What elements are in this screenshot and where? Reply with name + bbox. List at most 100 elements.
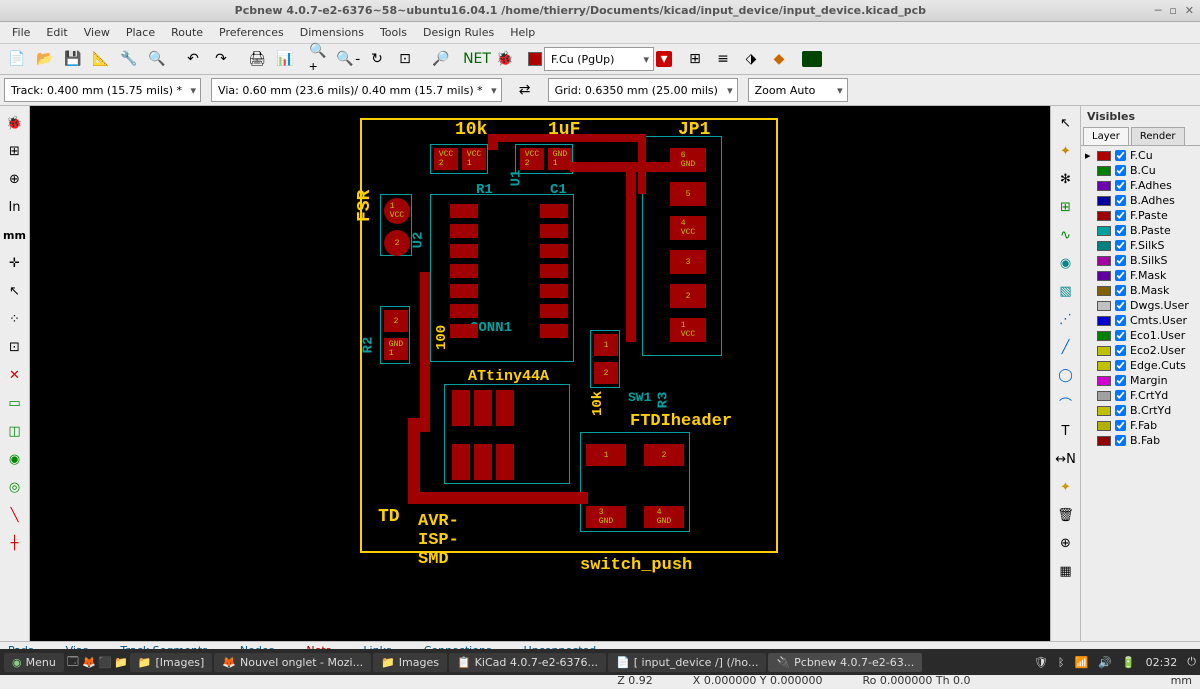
page-settings-icon[interactable]: 📐 bbox=[88, 46, 114, 72]
select-icon[interactable]: ↖ bbox=[2, 278, 28, 304]
layer-row[interactable]: B.SilkS bbox=[1081, 253, 1200, 268]
layer-row[interactable]: B.Adhes bbox=[1081, 193, 1200, 208]
layer-row[interactable]: Edge.Cuts bbox=[1081, 358, 1200, 373]
show-zone-outline-icon[interactable]: ◫ bbox=[2, 418, 28, 444]
layer-visibility-checkbox[interactable] bbox=[1115, 180, 1126, 191]
layer-row[interactable]: F.Paste bbox=[1081, 208, 1200, 223]
layer-color-swatch[interactable] bbox=[1097, 406, 1111, 416]
units-in-icon[interactable]: In bbox=[2, 194, 28, 220]
show-desktop-icon[interactable]: 🗔 bbox=[66, 655, 80, 669]
pad-fill-icon[interactable]: ◉ bbox=[2, 446, 28, 472]
menu-tools[interactable]: Tools bbox=[372, 24, 415, 41]
menu-route[interactable]: Route bbox=[163, 24, 211, 41]
start-menu-button[interactable]: ◉Menu bbox=[4, 653, 64, 672]
module-ratsnest-icon[interactable]: ⊡ bbox=[2, 334, 28, 360]
layer-row[interactable]: Cmts.User bbox=[1081, 313, 1200, 328]
place-target-icon[interactable]: ✦ bbox=[1053, 474, 1079, 500]
layer-row[interactable]: B.Fab bbox=[1081, 433, 1200, 448]
layer-color-swatch[interactable] bbox=[1097, 376, 1111, 386]
grid-origin-icon[interactable]: ▦ bbox=[1053, 558, 1079, 584]
layer-row[interactable]: Dwgs.User bbox=[1081, 298, 1200, 313]
tab-render[interactable]: Render bbox=[1131, 127, 1185, 145]
firefox-launcher-icon[interactable]: 🦊 bbox=[82, 655, 96, 669]
pcb-canvas[interactable]: 10k 1uF JP1 FSR 100 ATtiny44A 10k FTDIhe… bbox=[30, 106, 1050, 641]
mode-track-icon[interactable]: ≡ bbox=[710, 46, 736, 72]
layer-color-swatch[interactable] bbox=[1097, 211, 1111, 221]
plot-icon[interactable]: 📊 bbox=[272, 46, 298, 72]
undo-icon[interactable]: ↶ bbox=[180, 46, 206, 72]
layer-visibility-checkbox[interactable] bbox=[1115, 255, 1126, 266]
layer-color-swatch[interactable] bbox=[1097, 241, 1111, 251]
layer-color-swatch[interactable] bbox=[1097, 316, 1111, 326]
layer-visibility-checkbox[interactable] bbox=[1115, 345, 1126, 356]
layer-color-swatch[interactable] bbox=[1097, 421, 1111, 431]
layer-row[interactable]: B.Paste bbox=[1081, 223, 1200, 238]
add-zone-icon[interactable]: ▧ bbox=[1053, 278, 1079, 304]
user-icon[interactable]: ⏻ bbox=[1187, 655, 1196, 669]
via-size-dropdown[interactable]: Via: 0.60 mm (23.6 mils)/ 0.40 mm (15.7 … bbox=[211, 78, 502, 102]
volume-icon[interactable]: 🔊 bbox=[1098, 656, 1112, 669]
layer-visibility-checkbox[interactable] bbox=[1115, 270, 1126, 281]
menu-design-rules[interactable]: Design Rules bbox=[415, 24, 502, 41]
contrast-icon[interactable]: ┼ bbox=[2, 530, 28, 556]
layer-row[interactable]: F.Fab bbox=[1081, 418, 1200, 433]
delete-icon[interactable]: 🗑 bbox=[1053, 502, 1079, 528]
print-icon[interactable]: 🖨 bbox=[244, 46, 270, 72]
find-icon[interactable]: 🔎 bbox=[428, 46, 454, 72]
layer-row[interactable]: B.CrtYd bbox=[1081, 403, 1200, 418]
layer-row[interactable]: F.Adhes bbox=[1081, 178, 1200, 193]
layer-color-swatch[interactable] bbox=[1097, 346, 1111, 356]
taskbar-task[interactable]: 📋KiCad 4.0.7-e2-6376... bbox=[449, 653, 606, 672]
layer-color-swatch[interactable] bbox=[1097, 286, 1111, 296]
layer-color-swatch[interactable] bbox=[1097, 271, 1111, 281]
route-track-icon[interactable]: ∿ bbox=[1053, 222, 1079, 248]
drc-icon[interactable]: 🐞 bbox=[492, 46, 518, 72]
layer-color-swatch[interactable] bbox=[1097, 151, 1111, 161]
menu-file[interactable]: File bbox=[4, 24, 38, 41]
zoom-fit-icon[interactable]: ⊡ bbox=[392, 46, 418, 72]
layer-color-swatch[interactable] bbox=[1097, 166, 1111, 176]
cursor-shape-icon[interactable]: ✛ bbox=[2, 250, 28, 276]
zoom-redraw-icon[interactable]: ↻ bbox=[364, 46, 390, 72]
layer-row[interactable]: B.Mask bbox=[1081, 283, 1200, 298]
layer-visibility-checkbox[interactable] bbox=[1115, 405, 1126, 416]
freeroute-icon[interactable]: ◆ bbox=[766, 46, 792, 72]
layer-visibility-checkbox[interactable] bbox=[1115, 390, 1126, 401]
update-icon[interactable]: 🛡 bbox=[1034, 656, 1048, 669]
taskbar-task[interactable]: 📄[ input_device /] (/ho... bbox=[608, 653, 766, 672]
offset-icon[interactable]: ⊕ bbox=[1053, 530, 1079, 556]
layer-color-swatch[interactable] bbox=[1097, 196, 1111, 206]
add-via-icon[interactable]: ◉ bbox=[1053, 250, 1079, 276]
layer-visibility-checkbox[interactable] bbox=[1115, 150, 1126, 161]
zoom-out-icon[interactable]: 🔍- bbox=[336, 46, 362, 72]
scripting-icon[interactable] bbox=[802, 51, 822, 67]
bluetooth-icon[interactable]: ᛒ bbox=[1058, 656, 1065, 669]
layer-color-swatch[interactable] bbox=[1097, 256, 1111, 266]
auto-zone-icon[interactable]: ✕ bbox=[2, 362, 28, 388]
layer-visibility-checkbox[interactable] bbox=[1115, 240, 1126, 251]
grid-dropdown[interactable]: Grid: 0.6350 mm (25.00 mils) bbox=[548, 78, 738, 102]
open-icon[interactable]: 📂 bbox=[32, 46, 58, 72]
auto-track-icon[interactable]: ⇄ bbox=[512, 77, 538, 103]
network-icon[interactable]: 📶 bbox=[1074, 656, 1088, 669]
add-line-icon[interactable]: ╱ bbox=[1053, 334, 1079, 360]
add-footprint-icon[interactable]: ⊞ bbox=[1053, 194, 1079, 220]
grid-icon[interactable]: ⊞ bbox=[2, 138, 28, 164]
tab-layer[interactable]: Layer bbox=[1083, 127, 1129, 145]
terminal-launcher-icon[interactable]: ⬛ bbox=[98, 655, 112, 669]
add-arc-icon[interactable]: ⌒ bbox=[1053, 390, 1079, 416]
layer-visibility-checkbox[interactable] bbox=[1115, 165, 1126, 176]
menu-dimensions[interactable]: Dimensions bbox=[292, 24, 372, 41]
layer-color-swatch[interactable] bbox=[1097, 331, 1111, 341]
drc-off-icon[interactable]: 🐞 bbox=[2, 110, 28, 136]
clock[interactable]: 02:32 bbox=[1146, 656, 1178, 669]
layer-color-swatch[interactable] bbox=[1097, 361, 1111, 371]
layer-visibility-checkbox[interactable] bbox=[1115, 435, 1126, 446]
menu-edit[interactable]: Edit bbox=[38, 24, 75, 41]
save-icon[interactable]: 💾 bbox=[60, 46, 86, 72]
polar-icon[interactable]: ⊕ bbox=[2, 166, 28, 192]
redo-icon[interactable]: ↷ bbox=[208, 46, 234, 72]
highlight-net-icon[interactable]: ✦ bbox=[1053, 138, 1079, 164]
maximize-icon[interactable]: ▫ bbox=[1169, 4, 1176, 17]
menu-preferences[interactable]: Preferences bbox=[211, 24, 292, 41]
